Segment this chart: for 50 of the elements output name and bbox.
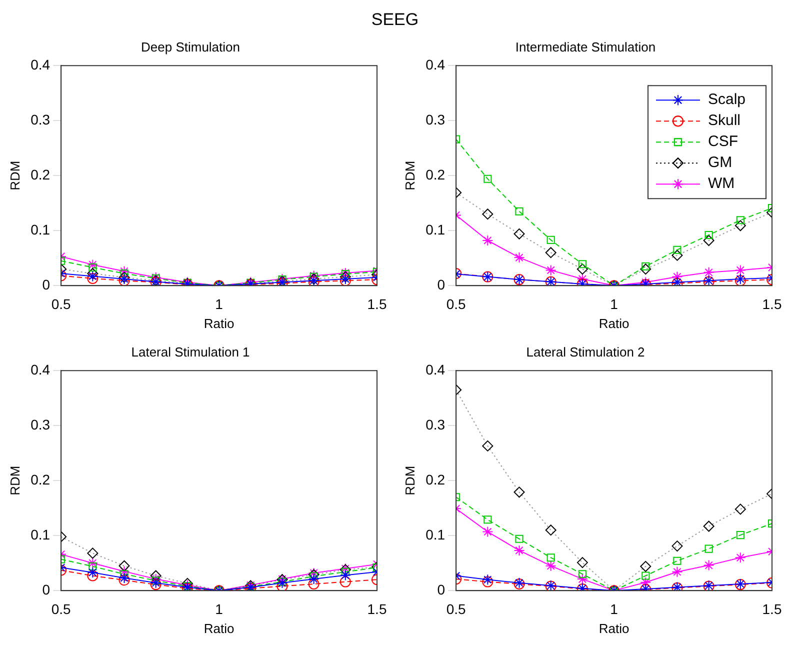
y-tick-label: 0.3: [426, 416, 446, 432]
x-tick-label: 1: [610, 296, 618, 312]
y-tick-label: 0: [437, 581, 446, 598]
y-tick-label: 0.4: [426, 361, 446, 378]
chart-title: Lateral Stimulation 1: [131, 344, 250, 360]
y-tick-label: 0.4: [30, 56, 50, 72]
legend-label: CSF: [708, 133, 738, 150]
x-tick-label: 0.5: [51, 600, 72, 617]
y-axis-title: RDM: [402, 466, 418, 496]
x-tick-label: 1: [215, 600, 224, 617]
legend-label: Skull: [708, 112, 741, 130]
y-tick-label: 0.3: [30, 111, 50, 128]
y-tick-label: 0.2: [30, 471, 50, 488]
x-tick-label: 1.5: [367, 296, 387, 312]
x-tick-label: 1.5: [762, 296, 782, 312]
y-tick-label: 0.1: [30, 526, 50, 542]
x-tick-label: 0.5: [446, 296, 466, 312]
y-tick-label: 0.4: [30, 361, 50, 378]
x-axis-title: Ratio: [204, 620, 234, 636]
x-tick-label: 1.5: [367, 600, 387, 617]
y-tick-label: 0.3: [426, 111, 446, 128]
y-tick-label: 0: [42, 276, 50, 292]
y-tick-label: 0.1: [426, 526, 446, 542]
chart-title: Lateral Stimulation 2: [526, 344, 645, 360]
y-tick-label: 0: [437, 276, 446, 292]
chart-title: Intermediate Stimulation: [515, 39, 656, 54]
y-tick-label: 0.4: [426, 56, 446, 72]
legend-label: Scalp: [708, 91, 746, 108]
y-tick-label: 0.3: [30, 416, 50, 432]
y-tick-label: 0.1: [30, 221, 50, 238]
x-tick-label: 0.5: [446, 600, 466, 617]
y-axis-title: RDM: [7, 160, 22, 190]
x-axis-title: Ratio: [598, 316, 630, 331]
y-axis-title: RDM: [7, 466, 22, 496]
x-tick-label: 1: [215, 296, 224, 312]
y-tick-label: 0.2: [426, 166, 446, 182]
x-tick-label: 1: [610, 600, 618, 617]
y-tick-label: 0: [42, 581, 50, 598]
text: SEEG: [370, 10, 420, 30]
x-axis-title: Ratio: [204, 316, 234, 331]
legend-label: WM: [708, 175, 735, 192]
y-tick-label: 0.1: [426, 221, 446, 238]
y-axis-title: RDM: [402, 160, 418, 190]
x-axis-title: Ratio: [598, 620, 630, 636]
legend-label: GM: [708, 154, 732, 172]
y-tick-label: 0.2: [426, 471, 446, 488]
chart-title: Deep Stimulation: [141, 39, 240, 54]
y-tick-label: 0.2: [30, 166, 50, 182]
x-tick-label: 0.5: [51, 296, 72, 312]
x-tick-label: 1.5: [762, 600, 782, 617]
